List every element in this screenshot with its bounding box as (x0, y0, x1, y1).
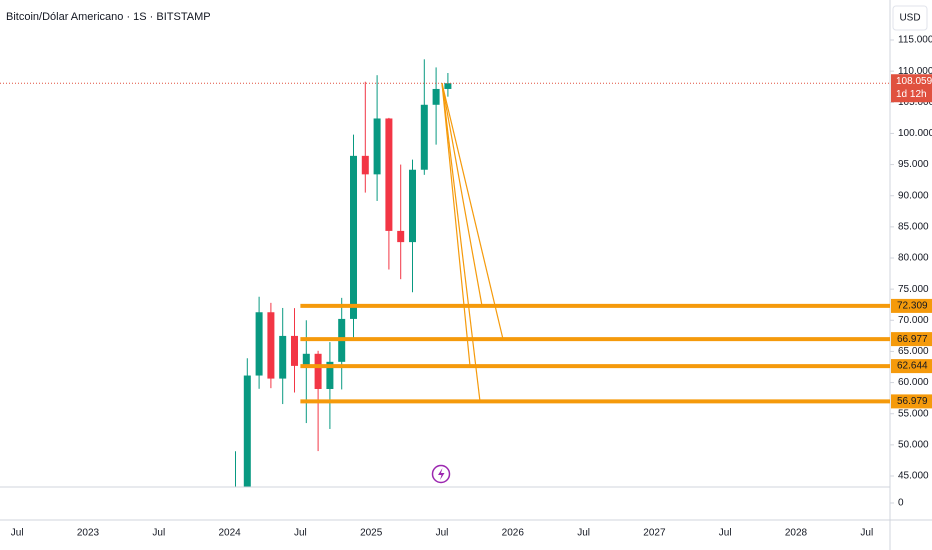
x-tick-label: Jul (577, 528, 590, 539)
level-label: 72.309 (897, 301, 928, 312)
alert-icon[interactable] (431, 464, 451, 484)
y-tick-label: 100.000 (898, 128, 932, 139)
chart-title: Bitcoin/Dólar Americano · 1S · BITSTAMP (6, 11, 211, 23)
x-tick-label: 2028 (785, 528, 808, 539)
y-tick-label: 45.000 (898, 471, 929, 482)
x-tick-label: 2023 (77, 528, 100, 539)
candle-body (420, 104, 428, 170)
currency-button[interactable] (892, 5, 928, 31)
y-tick-label: 90.000 (898, 190, 929, 201)
projection-line (441, 83, 483, 307)
x-tick-label: 2027 (643, 528, 666, 539)
candle-body (243, 375, 251, 487)
level-tag (891, 298, 932, 313)
y-tick-label: 75.000 (898, 284, 929, 295)
currency[interactable]: USD (899, 13, 920, 24)
projection-line (441, 83, 481, 402)
candle-body (397, 230, 405, 243)
y-tick-label: 105.000 (898, 97, 932, 108)
candle-body (314, 353, 322, 389)
y-tick-label: 95.000 (898, 159, 929, 170)
candle-body (409, 169, 416, 243)
candle-body (255, 312, 263, 376)
y-tick-label: 110.000 (898, 66, 932, 77)
y-tick-label: 115.000 (898, 35, 932, 46)
x-tick-label: 2025 (360, 528, 383, 539)
level-label: 62.644 (897, 361, 928, 372)
last-price-label: 108.059 (896, 76, 932, 87)
y-tick-label: 70.000 (898, 315, 929, 326)
level-tag (891, 332, 932, 347)
candle-body (444, 83, 452, 89)
candle-body (279, 335, 287, 379)
x-tick-label: Jul (294, 528, 307, 539)
y-tick-label: 50.000 (898, 439, 929, 450)
candle-body (267, 312, 275, 379)
y-tick-label: 60.000 (898, 377, 929, 388)
x-tick-label: Jul (719, 528, 732, 539)
x-tick-label: Jul (11, 528, 24, 539)
countdown: 1d 12h (896, 89, 927, 100)
candle-body (373, 118, 381, 175)
level-tag (891, 359, 932, 374)
projection-line (441, 83, 504, 340)
x-tick-label: Jul (860, 528, 873, 539)
x-tick-label: Jul (436, 528, 449, 539)
lower-tick-label: 0 (898, 498, 904, 509)
last-price-tag (891, 74, 932, 103)
candle-body (432, 88, 440, 105)
x-tick-label: 2026 (502, 528, 525, 539)
y-tick-label: 65.000 (898, 346, 929, 357)
level-label: 56.979 (897, 396, 928, 407)
candle-body (291, 335, 298, 366)
candle-body (361, 155, 369, 175)
candle-body (302, 353, 310, 366)
x-tick-label: 2024 (218, 528, 241, 539)
candle-body (350, 155, 357, 319)
x-tick-label: Jul (152, 528, 165, 539)
projection-line (441, 83, 471, 367)
candle-body (326, 361, 334, 389)
level-tag (891, 394, 932, 409)
y-tick-label: 55.000 (898, 408, 929, 419)
y-tick-label: 85.000 (898, 221, 929, 232)
candle-body (385, 118, 393, 231)
y-tick-label: 80.000 (898, 253, 929, 264)
level-label: 66.977 (897, 334, 928, 345)
